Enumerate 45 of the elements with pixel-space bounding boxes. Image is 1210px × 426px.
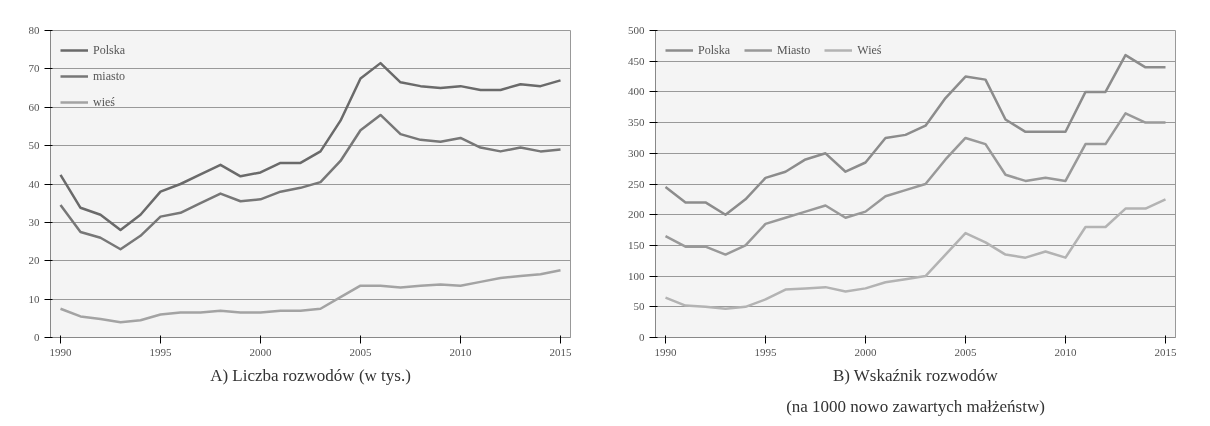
y-tick-label: 70 (28, 62, 40, 75)
line-series (664, 198, 1167, 310)
y-tick-label: 200 (628, 208, 645, 221)
y-tick-label: 0 (639, 331, 645, 343)
y-tick-label: 60 (28, 100, 40, 113)
legend-label: Miasto (777, 42, 811, 58)
x-tick-label: 2000 (854, 345, 877, 358)
x-tick-label: 1995 (754, 345, 777, 358)
line-series (664, 53, 1167, 216)
y-tick-label: 100 (628, 269, 645, 282)
x-tick-label: 2000 (249, 345, 272, 358)
x-tick-label: 2005 (349, 345, 372, 358)
x-tick-label: 2005 (954, 345, 977, 358)
legend-label: Polska (698, 42, 731, 58)
y-tick-label: 80 (28, 24, 40, 36)
y-tick-label: 20 (28, 254, 40, 267)
x-tick-label: 2015 (1154, 345, 1177, 358)
line-series (664, 112, 1167, 256)
legend-label: wieś (93, 94, 115, 110)
y-tick-label: 30 (28, 215, 40, 228)
y-tick-label: 250 (628, 177, 645, 190)
legend-label: miasto (93, 68, 125, 84)
y-tick-label: 10 (28, 292, 40, 305)
text: A) Liczba rozwodów (w tys.) (210, 365, 411, 385)
x-tick-label: 2010 (449, 345, 472, 358)
x-tick-label: 2015 (549, 345, 572, 358)
line-series (59, 113, 562, 251)
legend-label: Wieś (857, 42, 882, 58)
x-tick-label: 1990 (654, 345, 677, 358)
x-tick-label: 1995 (149, 345, 172, 358)
y-tick-label: 500 (628, 24, 645, 36)
y-tick-label: 40 (28, 177, 40, 190)
line-series (59, 61, 562, 232)
y-tick-label: 400 (628, 85, 645, 98)
y-tick-label: 450 (628, 54, 645, 67)
y-tick-label: 150 (628, 238, 645, 251)
y-tick-label: 50 (633, 300, 645, 313)
y-tick-label: 0 (34, 331, 40, 343)
x-tick-label: 2010 (1054, 345, 1077, 358)
text: B) Wskaźnik rozwodów (na 1000 nowo zawartych małżeństw) (786, 365, 1045, 416)
y-tick-label: 350 (628, 116, 645, 129)
x-tick-label: 1990 (49, 345, 72, 358)
y-tick-label: 50 (28, 139, 40, 152)
legend-label: Polska (93, 42, 126, 58)
y-tick-label: 300 (628, 146, 645, 159)
